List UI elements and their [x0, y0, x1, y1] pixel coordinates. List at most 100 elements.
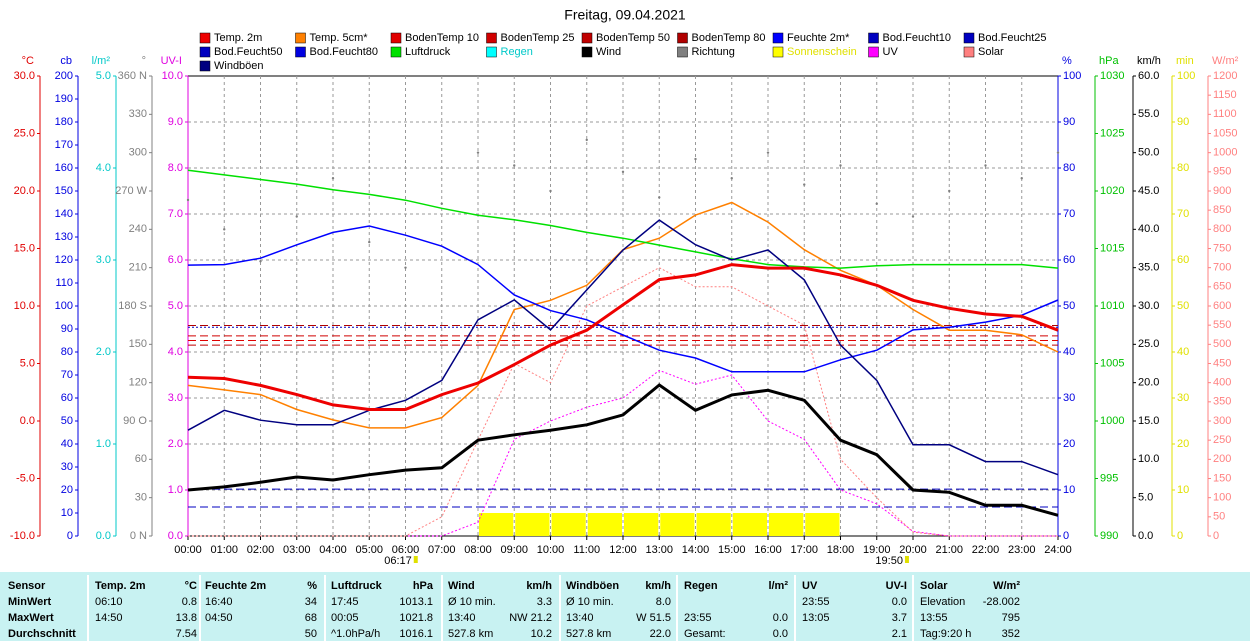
- y-tick-label: 10: [1063, 484, 1075, 496]
- y-tick-label: 8.0: [168, 162, 183, 174]
- y-tick-label: 1010: [1100, 300, 1124, 312]
- table-header: Sensor: [8, 580, 46, 592]
- axis-unit: °C: [22, 55, 34, 67]
- y-tick-label: 30.0: [14, 70, 35, 82]
- y-tick-label: 4.0: [96, 162, 111, 174]
- y-tick-label: 995: [1100, 472, 1118, 484]
- legend-swatch: [868, 46, 879, 58]
- y-tick-label: 0.0: [20, 415, 35, 427]
- direction-dot: [948, 189, 951, 193]
- table-cell: 13:05: [802, 612, 830, 624]
- table-cell: 34: [305, 596, 317, 608]
- y-tick-label: 60: [1063, 254, 1075, 266]
- x-tick-label: 14:00: [682, 544, 710, 556]
- y-tick-label: 50: [1213, 511, 1225, 523]
- x-tick-label: 18:00: [827, 544, 855, 556]
- y-tick-label: 180: [55, 116, 73, 128]
- x-tick-label: 22:00: [972, 544, 1000, 556]
- table-header: Luftdruck: [331, 580, 383, 592]
- y-tick-label: 200: [55, 70, 73, 82]
- table-cell: MinWert: [8, 596, 52, 608]
- y-tick-label: 0.0: [168, 530, 183, 542]
- table-cell: 06:10: [95, 596, 123, 608]
- y-tick-label: 10: [61, 507, 73, 519]
- x-tick-label: 19:00: [863, 544, 891, 556]
- table-cell: Gesamt:: [684, 628, 726, 640]
- y-tick-label: 70: [1063, 208, 1075, 220]
- y-tick-label: 80: [1063, 162, 1075, 174]
- table-cell: 22.0: [650, 628, 671, 640]
- axis-unit: W/m²: [1212, 55, 1239, 67]
- table-cell: 3.7: [892, 612, 907, 624]
- direction-dot: [259, 260, 262, 263]
- sunshine-bar: [769, 513, 804, 536]
- y-tick-label: 5.0: [168, 300, 183, 312]
- sunshine-bar: [660, 513, 695, 536]
- y-tick-label: 30: [135, 492, 147, 504]
- direction-dot: [513, 164, 516, 167]
- table-header: UV-I: [886, 580, 907, 592]
- legend-label: Luftdruck: [405, 46, 451, 58]
- y-tick-label: 60: [1177, 254, 1189, 266]
- legend-label: BodenTemp 25: [501, 32, 575, 44]
- legend-label: Richtung: [692, 46, 735, 58]
- y-tick-label: 20.0: [1138, 377, 1159, 389]
- table-header: Wind: [448, 580, 475, 592]
- y-tick-label: 130: [55, 231, 73, 243]
- legend-label: UV: [883, 46, 899, 58]
- legend-label: Bod.Feucht10: [883, 32, 952, 44]
- direction-dot: [694, 157, 697, 161]
- legend-swatch: [486, 32, 497, 44]
- direction-dot: [839, 164, 842, 167]
- y-tick-label: 20: [1063, 438, 1075, 450]
- y-tick-label: 1005: [1100, 357, 1124, 369]
- table-header: hPa: [413, 580, 434, 592]
- y-tick-label: 400: [1213, 377, 1231, 389]
- y-tick-label: 150: [1213, 472, 1231, 484]
- y-tick-label: 3.0: [168, 392, 183, 404]
- legend-label: Feuchte 2m*: [787, 32, 850, 44]
- y-tick-label: 190: [55, 93, 73, 105]
- y-tick-label: 80: [1177, 162, 1189, 174]
- series-line: [187, 383, 1059, 517]
- table-cell: ^1.0hPa/h: [331, 628, 380, 640]
- table-cell: 8.0: [656, 596, 671, 608]
- legend-label: Bod.Feucht80: [310, 46, 379, 58]
- direction-dot: [440, 202, 443, 205]
- table-cell: 13:55: [920, 612, 948, 624]
- y-tick-label: 15.0: [1138, 415, 1159, 427]
- table-cell: 1021.8: [399, 612, 433, 624]
- table-header: km/h: [645, 580, 671, 592]
- direction-dot: [1020, 177, 1023, 180]
- y-tick-label: 160: [55, 162, 73, 174]
- table-header: Windböen: [566, 580, 619, 592]
- table-cell: 3.3: [537, 596, 552, 608]
- x-tick-label: 08:00: [464, 544, 492, 556]
- legend-swatch: [677, 32, 688, 44]
- y-tick-label: 1000: [1100, 415, 1124, 427]
- y-tick-label: 10.0: [162, 70, 183, 82]
- legend-swatch: [963, 32, 975, 44]
- table-cell: 23:55: [802, 596, 830, 608]
- x-tick-label: 15:00: [718, 544, 746, 556]
- table-cell: W 51.5: [636, 612, 671, 624]
- x-tick-label: 02:00: [247, 544, 275, 556]
- table-header: W/m²: [993, 580, 1020, 592]
- sunshine-bar: [587, 513, 622, 536]
- direction-dot: [875, 202, 878, 205]
- y-tick-label: 0 N: [130, 530, 147, 542]
- legend-swatch: [486, 46, 497, 58]
- y-tick-label: 1150: [1213, 89, 1237, 101]
- legend-label: BodenTemp 10: [405, 32, 479, 44]
- y-tick-label: 40: [1063, 346, 1075, 358]
- y-tick-label: 450: [1213, 357, 1231, 369]
- y-tick-label: 2.0: [168, 438, 183, 450]
- x-tick-label: 07:00: [428, 544, 456, 556]
- y-tick-label: 900: [1213, 185, 1231, 197]
- y-tick-label: 5.0: [20, 357, 35, 369]
- y-tick-label: 1030: [1100, 70, 1124, 82]
- x-tick-label: 16:00: [754, 544, 782, 556]
- axis-unit: min: [1176, 55, 1194, 67]
- y-tick-label: 80: [61, 346, 73, 358]
- chart-title: Freitag, 09.04.2021: [564, 7, 686, 23]
